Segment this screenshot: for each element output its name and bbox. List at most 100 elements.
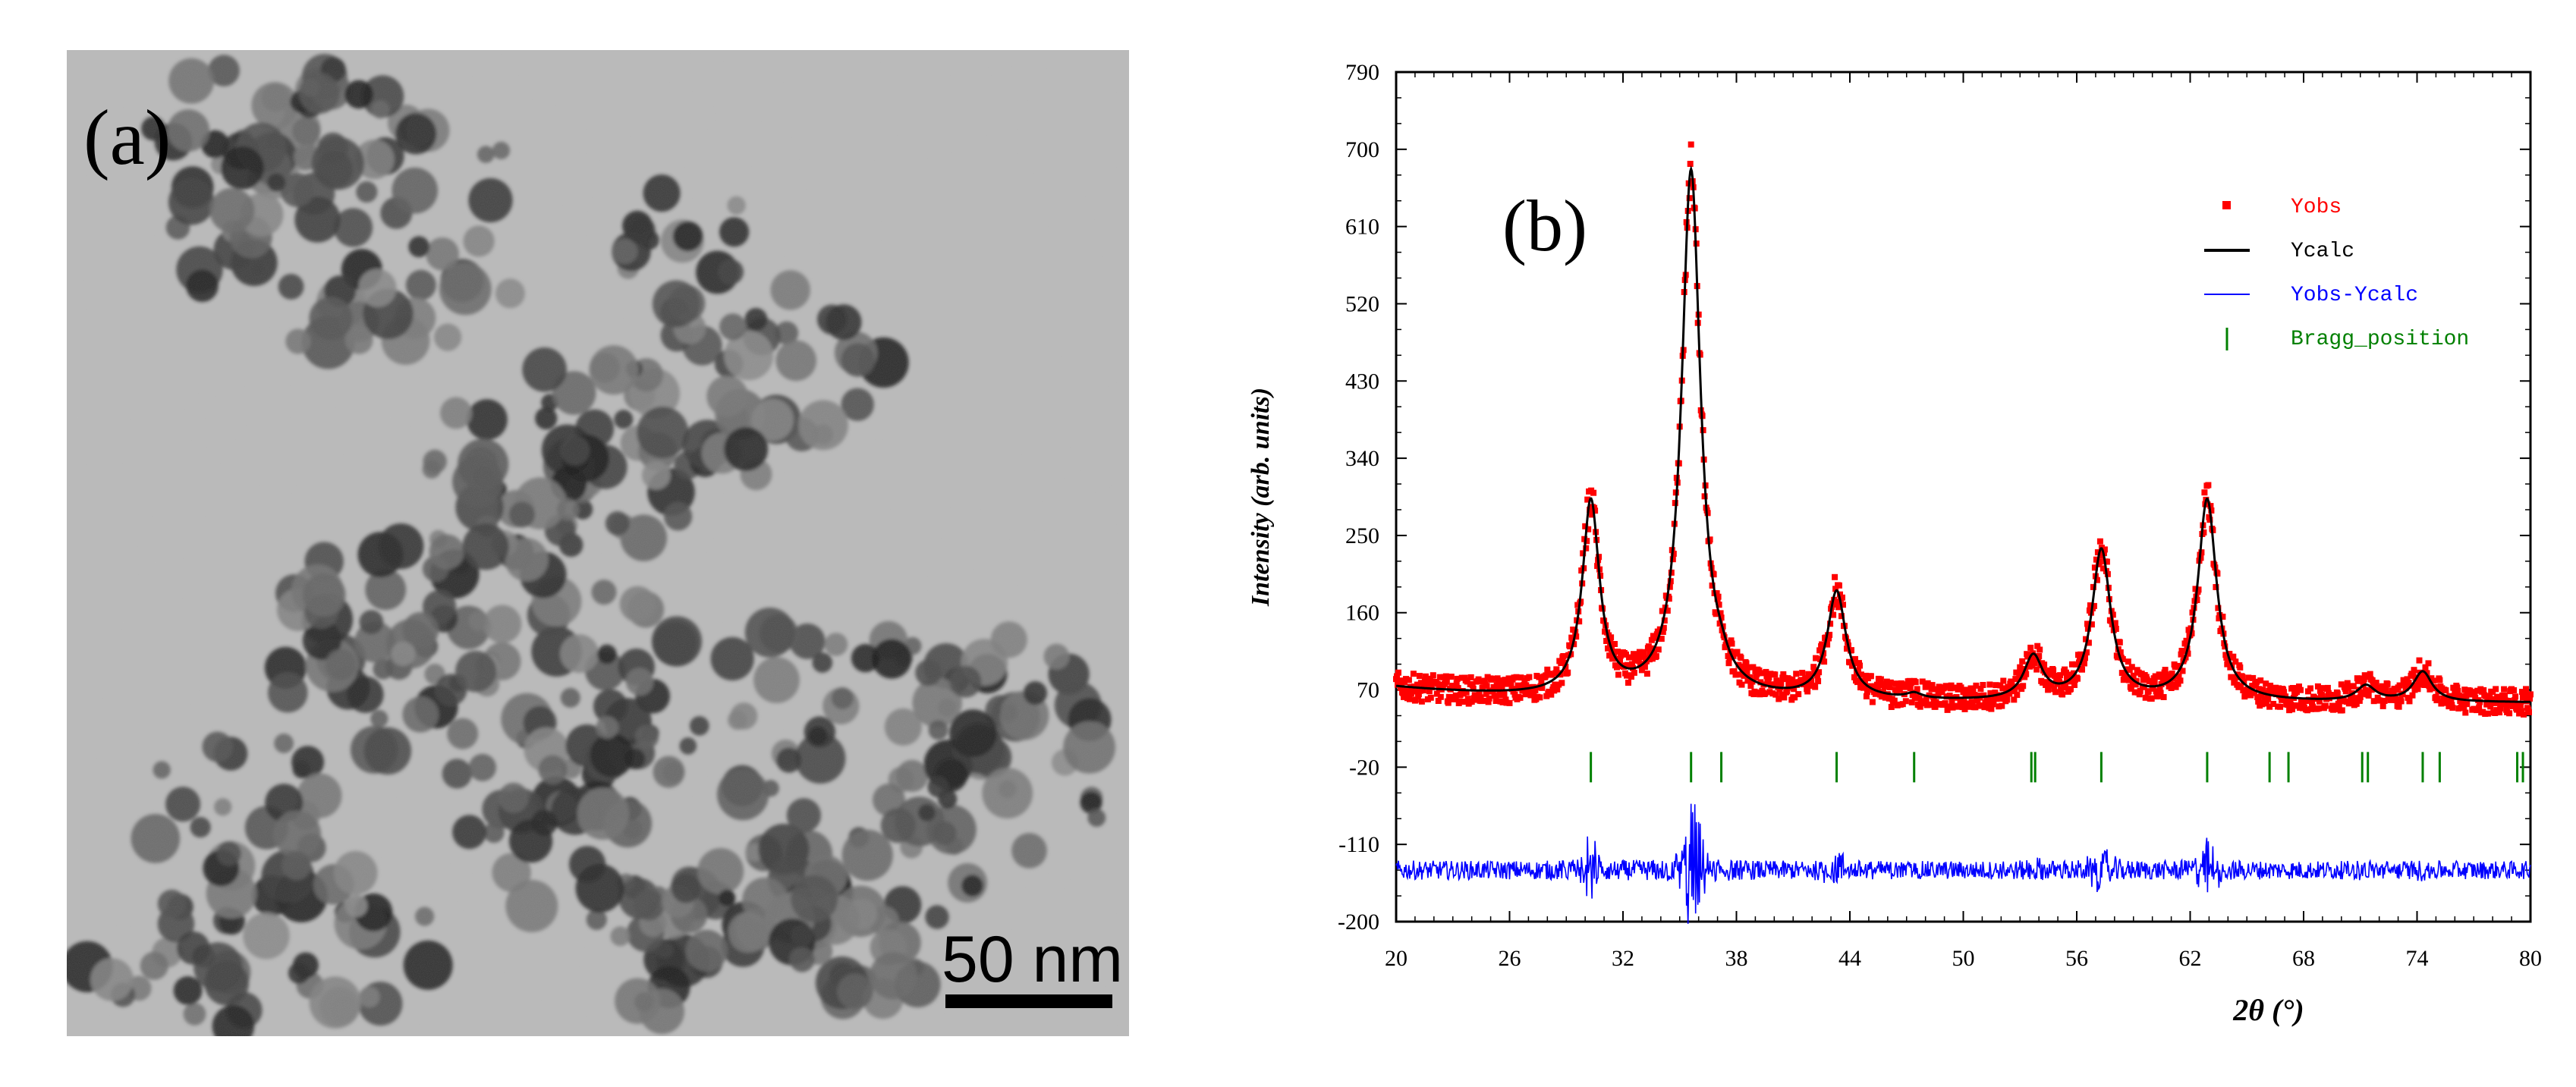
yobs-point	[1562, 659, 1568, 666]
yobs-point	[1799, 670, 1806, 676]
yobs-point	[2066, 678, 2072, 685]
yobs-point	[1857, 671, 1864, 678]
yobs-point	[1543, 672, 1549, 679]
yobs-point	[1840, 602, 1846, 608]
y-tick-label: 430	[1345, 369, 1379, 394]
yobs-point	[2062, 666, 2068, 673]
yobs-point	[1744, 668, 1750, 675]
tem-image-panel: (a) 50 nm	[61, 50, 1129, 1048]
yobs-point	[1420, 687, 1426, 694]
yobs-point	[2518, 702, 2524, 708]
yobs-point	[1961, 699, 1967, 705]
yobs-point	[1640, 649, 1647, 655]
yobs-point	[1914, 686, 1920, 693]
yobs-point	[1814, 672, 1821, 679]
yobs-point	[1877, 676, 1884, 683]
x-tick-label: 62	[2179, 946, 2202, 971]
yobs-point	[1580, 550, 1587, 557]
yobs-point	[2091, 564, 2098, 571]
yobs-point	[1923, 696, 1930, 702]
yobs-point	[1664, 608, 1671, 614]
yobs-point	[1549, 671, 1555, 678]
yobs-point	[1821, 658, 1828, 665]
yobs-point	[2263, 680, 2269, 687]
tick-labels: 20 26 32 38 44 50 56 62 68 74 80 790 700 610 520 430 340…	[1338, 60, 2542, 971]
yobs-point	[2462, 709, 2469, 716]
yobs-point	[2440, 695, 2447, 702]
yobs-point	[2074, 675, 2081, 682]
yobs-point	[2062, 684, 2068, 691]
yobs-point	[1415, 691, 1422, 698]
x-tick-label: 56	[2065, 946, 2088, 971]
yobs-point	[2527, 691, 2534, 698]
yobs-point	[1510, 688, 1517, 695]
yobs-point	[1999, 702, 2005, 709]
yobs-point	[2436, 677, 2443, 683]
yobs-point	[2523, 686, 2529, 693]
yobs-point	[2256, 686, 2263, 693]
yobs-point	[2096, 538, 2103, 545]
yobs-point	[2266, 703, 2273, 710]
yobs-point	[1973, 682, 1980, 689]
yobs-point	[1648, 636, 1655, 643]
yobs-point	[2090, 602, 2097, 609]
yobs-point	[2506, 710, 2513, 717]
yobs-point	[1919, 678, 1926, 685]
yobs-point	[2487, 703, 2494, 710]
yobs-point	[1985, 696, 1992, 702]
yobs-point	[1886, 684, 1893, 690]
yobs-point	[2294, 689, 2300, 695]
panel-a-label: (a)	[83, 94, 171, 181]
yobs-point	[1888, 704, 1895, 710]
yobs-point	[1655, 646, 1662, 653]
yobs-point	[1964, 686, 1971, 693]
yobs-point	[2132, 681, 2139, 688]
yobs-point	[2342, 688, 2349, 695]
yobs-point	[1494, 675, 1501, 682]
yobs-point	[1513, 674, 1520, 680]
yobs-point	[2289, 706, 2295, 713]
yobs-point	[1617, 658, 1623, 664]
yobs-point	[1936, 683, 1942, 690]
yobs-point	[1913, 693, 1920, 700]
yobs-point	[1428, 684, 1435, 690]
yobs-point	[1990, 697, 1997, 704]
yobs-point	[2477, 699, 2483, 705]
yobs-point	[1526, 674, 1533, 680]
yobs-point	[2097, 552, 2104, 559]
yobs-point	[2309, 699, 2315, 706]
yobs-point	[2184, 650, 2191, 657]
ycalc-line	[1395, 165, 2530, 703]
yobs-point	[1485, 699, 1492, 705]
yobs-point	[2168, 685, 2175, 691]
yobs-point	[1837, 591, 1843, 598]
yobs-point	[1844, 646, 1850, 652]
yobs-point	[2224, 661, 2231, 668]
yobs-point	[1772, 691, 1779, 698]
yobs-point	[1629, 661, 1635, 668]
yobs-point	[2369, 677, 2376, 683]
yobs-point	[1433, 690, 1440, 697]
yobs-point	[1479, 684, 1486, 691]
yobs-point	[2406, 698, 2413, 705]
legend-yobs-marker	[2222, 201, 2231, 209]
yobs-point	[1625, 661, 1631, 668]
yobs-point	[1981, 704, 1988, 711]
yobs-point	[1430, 672, 1436, 679]
yobs-point	[1638, 667, 1645, 674]
yobs-point	[2177, 677, 2184, 684]
yobs-point	[1609, 655, 1615, 662]
yobs-point	[1942, 700, 1949, 707]
yobs-point	[1461, 699, 1467, 705]
yobs-point	[1590, 489, 1597, 496]
yobs-point	[1401, 679, 1408, 686]
yobs-point	[2064, 674, 2070, 681]
yobs-point	[2018, 669, 2024, 676]
yobs-point	[1634, 654, 1640, 661]
yobs-point	[1394, 673, 1400, 680]
yobs-point	[1661, 617, 1668, 624]
x-axis-label: 2θ (°)	[2232, 993, 2304, 1027]
yobs-point	[1653, 653, 1659, 660]
yobs-point	[2512, 693, 2519, 700]
yobs-point	[2216, 615, 2222, 622]
